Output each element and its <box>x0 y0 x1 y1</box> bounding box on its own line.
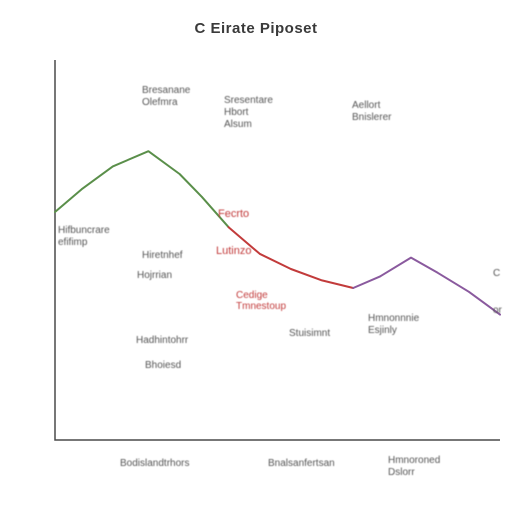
chart-label: Sresentare Hbort Alsum <box>224 95 273 131</box>
series-purple <box>353 258 500 315</box>
chart-label: Stuisimnt <box>289 328 330 340</box>
series-green <box>55 151 229 227</box>
series-red <box>229 227 354 288</box>
chart-label: C <box>493 268 500 280</box>
chart-label: Aellort Bnislerer <box>352 100 391 124</box>
chart-container: C Eirate Piposet FecrtoLutinzoCedige Tmn… <box>0 0 512 512</box>
chart-label: Hmnonnnie Esjinly <box>368 313 419 337</box>
chart-label: Bnalsanfertsan <box>268 458 335 470</box>
chart-label: or <box>493 305 502 317</box>
chart-label: Hadhintohrr <box>136 335 188 347</box>
chart-label: Bresanane Olefmra <box>142 85 190 109</box>
chart-label: Hmnoroned Dslorr <box>388 455 440 479</box>
series-label: Fecrto <box>218 208 249 220</box>
series-label: Cedige Tmnestoup <box>236 290 286 312</box>
chart-label: Bhoiesd <box>145 360 181 372</box>
chart-plot <box>0 0 512 512</box>
chart-label: Hojrrian <box>137 270 172 282</box>
axes <box>55 60 500 440</box>
chart-label: Hifbuncrare efifimp <box>58 225 110 249</box>
chart-label: Hiretnhef <box>142 250 183 262</box>
series-label: Lutinzo <box>216 245 251 257</box>
chart-label: Bodislandtrhors <box>120 458 189 470</box>
